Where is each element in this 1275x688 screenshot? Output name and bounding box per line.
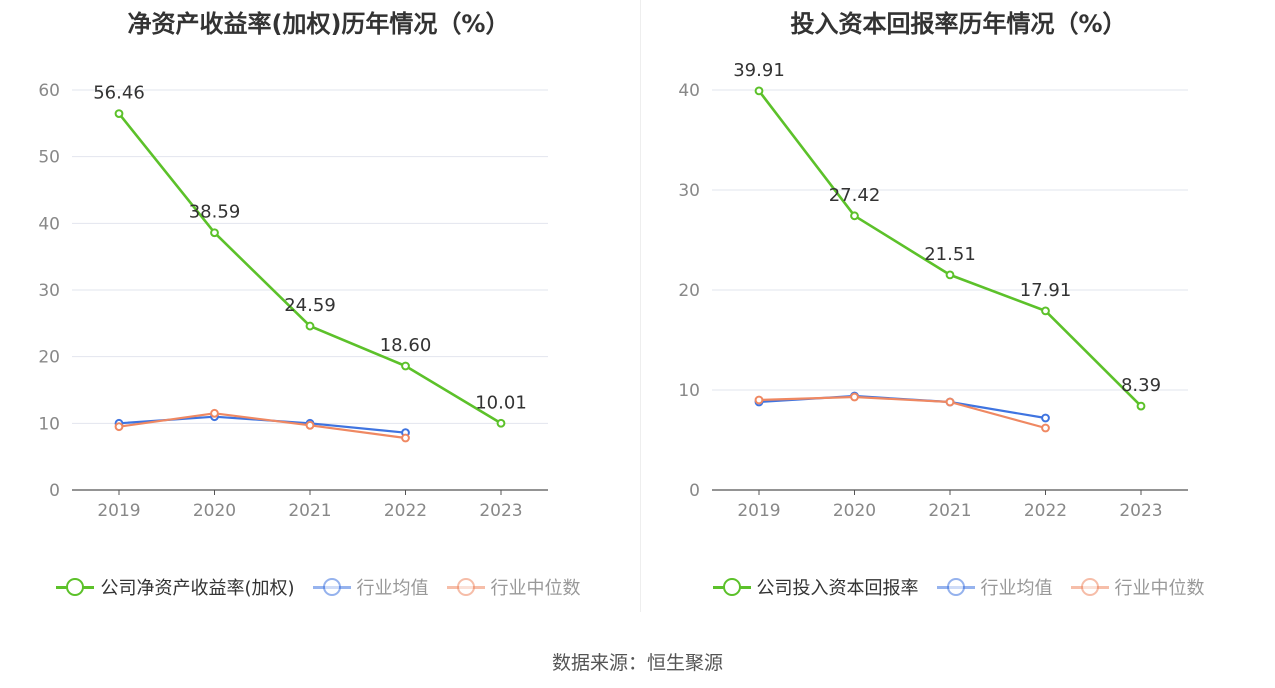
legend-line-circle-icon	[312, 576, 351, 598]
y-tick-label: 50	[38, 148, 60, 168]
data-point	[305, 321, 315, 331]
legend-label: 公司投入资本回报率	[756, 578, 919, 599]
chart-title: 净资产收益率(加权)历年情况（%）	[127, 10, 510, 38]
chart-title: 投入资本回报率历年情况（%）	[790, 10, 1127, 38]
series-line	[117, 112, 502, 425]
data-point	[1136, 401, 1146, 411]
data-point	[114, 422, 124, 432]
data-point	[114, 109, 124, 118]
y-tick-label: 40	[38, 214, 60, 234]
legend-line-circle-icon	[56, 576, 95, 598]
data-label: 10.01	[475, 392, 527, 413]
roe-chart-panel: 净资产收益率(加权)历年情况（%） 0 10 20 30 40 50 60 2019 2020 2…	[0, 0, 637, 615]
x-tick-label: 2019	[97, 501, 140, 521]
data-point	[305, 420, 315, 430]
series-line	[758, 395, 1046, 430]
x-tick-label: 2020	[193, 501, 236, 521]
x-tick-label: 2023	[1119, 501, 1162, 521]
data-point	[1041, 306, 1050, 316]
chart-legend: 公司投入资本回报率 行业均值 行业中位数	[640, 574, 1275, 600]
data-point	[850, 392, 859, 402]
data-label: 17.91	[1020, 280, 1072, 301]
data-label: 38.59	[189, 202, 241, 223]
data-point	[496, 418, 506, 428]
legend-label: 行业均值	[980, 578, 1053, 599]
panel-divider	[640, 0, 641, 612]
y-tick-label: 10	[38, 414, 60, 434]
x-tick-label: 2020	[833, 501, 876, 521]
legend-line-circle-icon	[446, 576, 485, 598]
y-tick-label: 20	[38, 348, 60, 368]
y-tick-label: 30	[38, 281, 60, 301]
legend-label: 行业均值	[356, 578, 429, 599]
chart-legend: 公司净资产收益率(加权) 行业均值 行业中位数	[0, 574, 637, 600]
x-tick-label: 2023	[479, 501, 522, 521]
legend-line-circle-icon	[1070, 576, 1109, 598]
y-tick-label: 0	[49, 481, 60, 501]
legend-line-circle-icon	[936, 576, 975, 598]
roic-chart-panel: 投入资本回报率历年情况（%） 0 10 20 30 40 2019 2020 2021 2022…	[640, 0, 1275, 615]
data-label: 56.46	[93, 83, 145, 104]
x-tick-label: 2021	[928, 501, 971, 521]
data-label: 8.39	[1121, 375, 1161, 396]
legend-label: 公司净资产收益率(加权)	[100, 578, 295, 599]
legend-item[interactable]: 公司投入资本回报率	[712, 574, 919, 600]
data-label: 39.91	[733, 60, 785, 81]
data-point	[850, 211, 859, 221]
data-point	[1041, 423, 1050, 433]
legend-label: 行业中位数	[1114, 578, 1205, 599]
y-tick-label: 20	[678, 281, 700, 301]
roic-line-chart: 0 10 20 30 40 2019 2020 2021 2022 2023 39.91 27.42 2…	[678, 60, 1188, 521]
data-label: 21.51	[924, 244, 976, 265]
roe-line-chart: 0 10 20 30 40 50 60 2019 2020 2021 2022 2023 56.46 38…	[38, 81, 548, 521]
data-point	[210, 408, 219, 418]
legend-item[interactable]: 公司净资产收益率(加权)	[56, 574, 295, 600]
x-tick-label: 2019	[737, 501, 780, 521]
y-tick-label: 10	[678, 381, 700, 401]
data-label: 27.42	[829, 185, 881, 206]
data-source: 数据来源：恒生聚源	[551, 652, 723, 674]
legend-label: 行业中位数	[490, 578, 581, 599]
legend-item[interactable]: 行业均值	[936, 574, 1053, 600]
legend-line-circle-icon	[712, 576, 751, 598]
data-point	[754, 395, 764, 405]
data-point	[401, 361, 410, 371]
legend-item[interactable]: 行业中位数	[446, 574, 581, 600]
data-point	[945, 397, 955, 407]
data-point	[945, 270, 955, 280]
data-label: 24.59	[284, 295, 336, 316]
data-label: 18.60	[380, 335, 432, 356]
series-line	[118, 412, 406, 440]
legend-item[interactable]: 行业均值	[312, 574, 429, 600]
data-point	[1041, 413, 1050, 423]
data-point	[210, 228, 219, 238]
y-tick-label: 60	[38, 81, 60, 101]
y-tick-label: 0	[689, 481, 700, 501]
y-tick-label: 30	[678, 181, 700, 201]
x-tick-label: 2022	[1024, 501, 1067, 521]
y-tick-label: 40	[678, 81, 700, 101]
data-point	[754, 86, 764, 96]
data-point	[401, 433, 410, 443]
x-tick-label: 2021	[288, 501, 331, 521]
legend-item[interactable]: 行业中位数	[1070, 574, 1205, 600]
x-tick-label: 2022	[384, 501, 427, 521]
